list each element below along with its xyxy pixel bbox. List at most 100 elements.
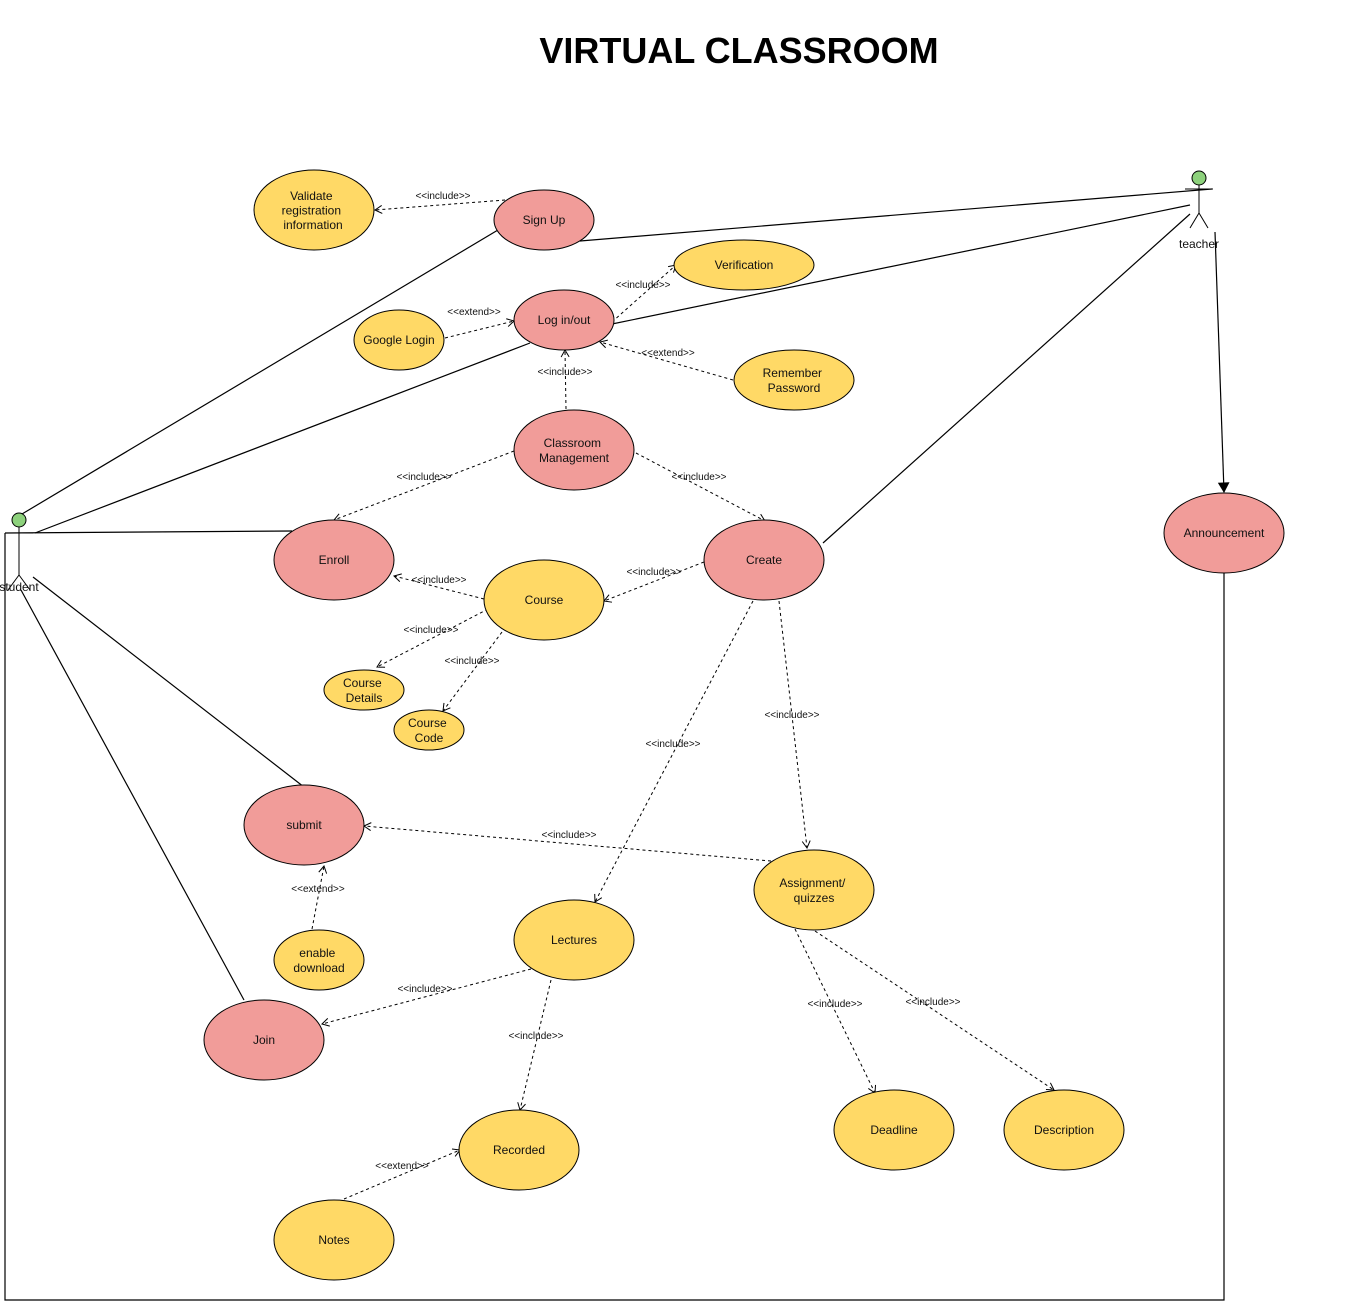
actor-student[interactable]: student bbox=[0, 512, 39, 594]
verification-label: Verification bbox=[715, 258, 774, 272]
teacher-head-icon bbox=[1191, 170, 1207, 186]
dependencies bbox=[311, 199, 1055, 1200]
remember-password-extend bbox=[599, 339, 734, 381]
submit-use-case[interactable] bbox=[243, 784, 365, 866]
system-boundary-line bbox=[4, 533, 1225, 1301]
use-cases: Validate registration information Sign U… bbox=[203, 169, 1285, 1281]
teacher-create-association bbox=[822, 213, 1191, 544]
assignment-quizzes-use-case[interactable] bbox=[753, 849, 875, 931]
enroll-use-case[interactable] bbox=[273, 519, 395, 601]
lectures-label: Lectures bbox=[551, 933, 597, 947]
relation-label: <<include>> bbox=[403, 625, 458, 636]
relation-label: <<include>> bbox=[541, 830, 596, 841]
relation-label: <<include>> bbox=[537, 367, 592, 378]
create-lectures-include bbox=[594, 600, 754, 903]
student-left-leg-icon bbox=[7, 574, 20, 591]
join-label: Join bbox=[253, 1033, 275, 1047]
create-assignment-include bbox=[778, 600, 811, 850]
lectures-use-case[interactable] bbox=[513, 899, 635, 981]
course-details-label: Course Details bbox=[343, 676, 385, 705]
relation-label: <<include>> bbox=[615, 280, 670, 291]
deadline-use-case[interactable] bbox=[833, 1089, 955, 1171]
validate-registration-label: Validate registration information bbox=[282, 189, 345, 232]
sign-up-label: Sign Up bbox=[523, 213, 566, 227]
teacher-right-leg-icon bbox=[1198, 212, 1209, 229]
teacher-actor-label: teacher bbox=[1179, 237, 1219, 251]
teacher-login-association bbox=[611, 204, 1191, 325]
student-right-leg-icon bbox=[18, 574, 31, 591]
validate-registration-use-case[interactable] bbox=[253, 169, 375, 251]
log-in-out-label: Log in/out bbox=[538, 313, 591, 327]
recorded-use-case[interactable] bbox=[458, 1109, 580, 1191]
relation-label: <<include>> bbox=[411, 575, 466, 586]
join-use-case[interactable] bbox=[203, 999, 325, 1081]
lectures-join-include bbox=[321, 968, 532, 1027]
classroom-login-include bbox=[560, 348, 570, 410]
remember-password-use-case[interactable] bbox=[733, 349, 855, 411]
classroom-enroll-include bbox=[333, 450, 515, 522]
course-details-include bbox=[376, 608, 489, 668]
relation-label: <<include>> bbox=[905, 997, 960, 1008]
enable-download-label: enable download bbox=[293, 946, 344, 975]
actor-teacher[interactable]: teacher bbox=[1179, 170, 1219, 251]
description-label: Description bbox=[1034, 1123, 1094, 1137]
enable-download-use-case[interactable] bbox=[273, 929, 365, 991]
relation-labels: <<include>> <<include>> <<extend>> <<ext… bbox=[291, 191, 960, 1172]
relation-label: <<include>> bbox=[444, 656, 499, 667]
course-code-label: Course Code bbox=[408, 716, 450, 745]
relation-label: <<include>> bbox=[671, 472, 726, 483]
google-login-label: Google Login bbox=[363, 333, 434, 347]
google-login-extend bbox=[444, 318, 515, 339]
relation-label: <<extend>> bbox=[291, 884, 345, 895]
announcement-label: Announcement bbox=[1184, 526, 1265, 540]
deadline-label: Deadline bbox=[870, 1123, 918, 1137]
relation-label: <<include>> bbox=[764, 710, 819, 721]
relation-label: <<extend>> bbox=[641, 348, 695, 359]
relation-label: <<include>> bbox=[397, 984, 452, 995]
classroom-management-use-case[interactable] bbox=[513, 409, 635, 491]
verification-use-case[interactable] bbox=[673, 239, 815, 291]
student-signup-association bbox=[21, 223, 509, 515]
teacher-signup-association bbox=[579, 188, 1213, 242]
recorded-label: Recorded bbox=[493, 1143, 545, 1157]
classroom-create-include bbox=[635, 452, 766, 522]
relation-label: <<include>> bbox=[508, 1031, 563, 1042]
relation-label: <<include>> bbox=[626, 567, 681, 578]
relation-label: <<extend>> bbox=[447, 307, 501, 318]
relation-label: <<include>> bbox=[645, 739, 700, 750]
student-join-association bbox=[20, 589, 245, 1001]
student-submit-association bbox=[32, 576, 305, 788]
signup-validate-include bbox=[373, 199, 506, 214]
classroom-management-label: Classroom Management bbox=[539, 436, 610, 465]
submit-label: submit bbox=[286, 818, 322, 832]
notes-use-case[interactable] bbox=[273, 1199, 395, 1281]
assignment-deadline-include bbox=[794, 928, 877, 1094]
student-enroll-association bbox=[4, 530, 293, 534]
course-code-use-case[interactable] bbox=[393, 709, 465, 751]
teacher-left-leg-icon bbox=[1189, 212, 1200, 229]
student-login-association bbox=[34, 342, 531, 534]
course-use-case[interactable] bbox=[483, 559, 605, 641]
description-use-case[interactable] bbox=[1003, 1089, 1125, 1171]
google-login-use-case[interactable] bbox=[353, 309, 445, 371]
teacher-announcement-association bbox=[1214, 231, 1230, 494]
announcement-use-case[interactable] bbox=[1163, 492, 1285, 574]
notes-label: Notes bbox=[318, 1233, 349, 1247]
create-label: Create bbox=[746, 553, 782, 567]
log-in-out-use-case[interactable] bbox=[513, 289, 615, 351]
relation-label: <<extend>> bbox=[375, 1161, 429, 1172]
student-head-icon bbox=[11, 512, 27, 528]
login-verification-include bbox=[611, 264, 677, 323]
sign-up-use-case[interactable] bbox=[493, 189, 595, 251]
relation-label: <<include>> bbox=[807, 999, 862, 1010]
course-label: Course bbox=[525, 593, 564, 607]
course-details-use-case[interactable] bbox=[323, 669, 405, 711]
associations bbox=[4, 188, 1230, 1301]
relation-label: <<include>> bbox=[396, 472, 451, 483]
create-use-case[interactable] bbox=[703, 519, 825, 601]
enroll-label: Enroll bbox=[319, 553, 350, 567]
diagram-title: VIRTUAL CLASSROOM bbox=[539, 30, 938, 71]
assignment-quizzes-label: Assignment/ quizzes bbox=[779, 876, 848, 905]
assignment-submit-include bbox=[362, 822, 772, 862]
